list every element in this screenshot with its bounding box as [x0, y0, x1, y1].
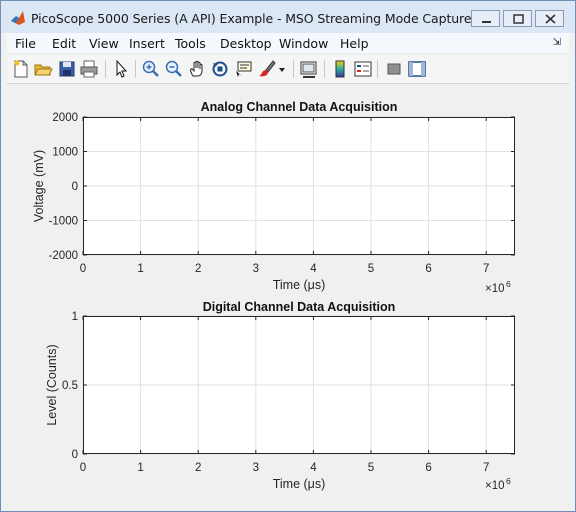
- x-tick-label: 5: [368, 263, 374, 275]
- y-axis-label: Voltage (mV): [32, 150, 46, 222]
- x-exponent-power: 6: [506, 279, 511, 289]
- y-tick-label: -1000: [49, 216, 78, 228]
- x-exponent-label: ×10: [485, 480, 505, 492]
- print-icon[interactable]: [79, 59, 99, 79]
- dock-arrow-icon[interactable]: ⇲: [552, 37, 561, 48]
- window-title: PicoScope 5000 Series (A API) Example - …: [31, 11, 472, 26]
- zoom-in-icon[interactable]: [141, 59, 161, 79]
- insert-legend-icon[interactable]: [353, 59, 373, 79]
- close-button[interactable]: [535, 10, 564, 27]
- menu-desktop[interactable]: Desktop: [220, 36, 272, 51]
- x-tick-label: 6: [425, 263, 431, 275]
- axes-2[interactable]: 0 1 2 3 4 5 6 7 1 0.5 0 Digital Channel Data Acquis…: [45, 300, 515, 492]
- minimize-button[interactable]: [471, 10, 500, 27]
- x-exponent-label: ×10: [485, 283, 505, 295]
- toolbar-separator: [293, 60, 294, 78]
- menu-file[interactable]: File: [15, 36, 36, 51]
- new-figure-icon[interactable]: [11, 59, 31, 79]
- y-tick-label: -2000: [49, 250, 78, 262]
- x-tick-label: 4: [310, 462, 317, 474]
- rotate-3d-icon[interactable]: [210, 59, 230, 79]
- x-axis-label: Time (μs): [273, 278, 326, 292]
- figure-toolbar: [7, 55, 569, 84]
- figure-canvas[interactable]: 0 1 2 3 4 5 6 7 2000 1000 0 -1000 -2000 Analog Channe…: [7, 85, 569, 505]
- x-tick-label: 6: [425, 462, 431, 474]
- x-exponent-power: 6: [506, 476, 511, 486]
- menu-help[interactable]: Help: [340, 36, 369, 51]
- chart-title: Analog Channel Data Acquisition: [201, 100, 398, 114]
- y-axis-label: Level (Counts): [45, 344, 59, 425]
- y-tick-label: 0: [72, 181, 78, 193]
- toolbar-separator: [377, 60, 378, 78]
- axes-box: [83, 117, 515, 255]
- data-cursor-icon[interactable]: [233, 59, 253, 79]
- menu-window[interactable]: Window: [279, 36, 329, 51]
- x-tick-label: 3: [253, 263, 259, 275]
- x-tick-label: 2: [195, 263, 201, 275]
- menu-bar: File Edit View Insert Tools Desktop Wind…: [7, 33, 569, 53]
- x-tick-label: 7: [483, 462, 489, 474]
- y-tick-label: 1000: [52, 147, 78, 159]
- menu-insert[interactable]: Insert: [129, 36, 165, 51]
- toolbar-separator: [105, 60, 106, 78]
- zoom-out-icon[interactable]: [164, 59, 184, 79]
- axes-box: [83, 316, 515, 454]
- menu-tools[interactable]: Tools: [175, 36, 206, 51]
- toolbar-separator: [135, 60, 136, 78]
- x-tick-label: 3: [253, 462, 259, 474]
- brush-dropdown-icon[interactable]: [277, 59, 287, 79]
- y-tick-label: 2000: [52, 112, 78, 124]
- open-file-icon[interactable]: [33, 59, 53, 79]
- insert-colorbar-icon[interactable]: [330, 59, 350, 79]
- matlab-logo-icon: [10, 10, 26, 26]
- select-arrow-icon[interactable]: [111, 59, 131, 79]
- menu-edit[interactable]: Edit: [52, 36, 77, 51]
- title-bar[interactable]: PicoScope 5000 Series (A API) Example - …: [1, 1, 575, 33]
- show-plot-tools-icon[interactable]: [407, 59, 427, 79]
- maximize-button[interactable]: [503, 10, 532, 27]
- toolbar-separator: [324, 60, 325, 78]
- x-tick-label: 1: [137, 263, 143, 275]
- x-tick-label: 0: [80, 263, 86, 275]
- save-icon[interactable]: [57, 59, 77, 79]
- chart-title: Digital Channel Data Acquisition: [203, 300, 396, 314]
- x-tick-label: 7: [483, 263, 489, 275]
- brush-icon[interactable]: [257, 59, 277, 79]
- link-plot-icon[interactable]: [299, 59, 319, 79]
- x-tick-label: 1: [137, 462, 143, 474]
- hide-plot-tools-icon[interactable]: [384, 59, 404, 79]
- menu-view[interactable]: View: [89, 36, 119, 51]
- axes-1[interactable]: 0 1 2 3 4 5 6 7 2000 1000 0 -1000 -2000 Analog Channe…: [32, 100, 515, 295]
- x-axis-label: Time (μs): [273, 477, 326, 491]
- x-tick-label: 0: [80, 462, 86, 474]
- y-tick-label: 0.5: [62, 380, 78, 392]
- y-tick-label: 1: [72, 311, 78, 323]
- x-tick-label: 4: [310, 263, 317, 275]
- figure-plots: 0 1 2 3 4 5 6 7 2000 1000 0 -1000 -2000 Analog Channe…: [32, 100, 515, 492]
- pan-hand-icon[interactable]: [187, 59, 207, 79]
- y-tick-label: 0: [72, 449, 78, 461]
- x-tick-label: 2: [195, 462, 201, 474]
- x-tick-label: 5: [368, 462, 374, 474]
